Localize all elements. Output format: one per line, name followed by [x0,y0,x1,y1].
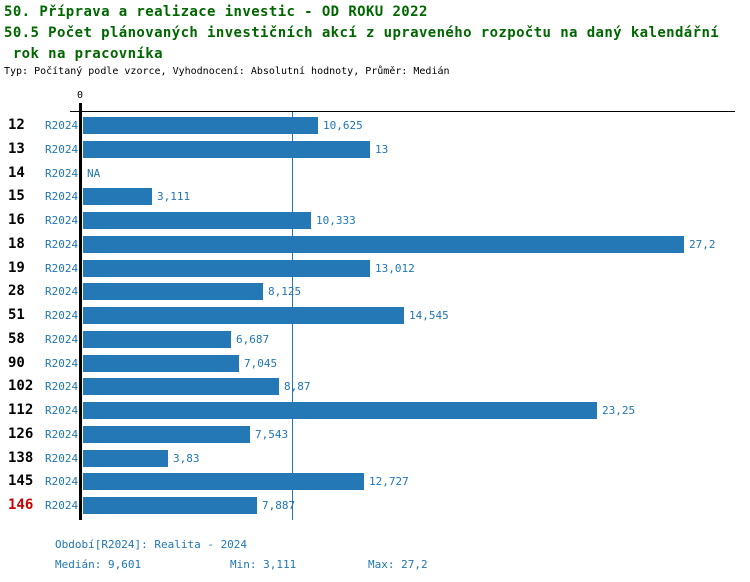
value-label: 8,87 [284,380,311,394]
chart-row: 102 R2024 8,87 [0,378,750,396]
report-title-line2: 50.5 Počet plánovaných investičních akcí… [4,25,720,41]
value-label: 7,543 [255,427,289,441]
row-period-label: R2024 [45,499,79,512]
row-id-label: 12 [8,117,25,133]
value-label: 3,83 [173,451,200,465]
value-label: 7,045 [244,356,278,370]
value-bar [83,212,311,229]
row-id-label: 102 [8,378,34,395]
row-id-label: 51 [8,307,25,323]
value-bar [83,330,231,348]
row-period-label: R2024 [45,237,79,251]
row-period-label: R2024 [45,380,79,394]
chart-row: 145 R2024 12,727 [0,473,750,491]
value-label: NA [87,166,101,180]
row-period-label: R2024 [45,285,79,299]
row-period-label: R2024 [45,404,79,417]
value-bar [83,402,597,419]
report-meta-line: Typ: Počítaný podle vzorce, Vyhodnocení:… [4,66,450,77]
value-bar [83,235,684,253]
value-label: 6,687 [236,332,270,346]
value-label: 13 [375,142,389,156]
footer-max: Max: 27,2 [368,558,428,571]
row-period-label: R2024 [45,142,79,156]
chart-row: 138 R2024 3,83 [0,449,750,467]
row-period-label: R2024 [45,166,79,180]
value-bar [83,378,279,396]
value-label: 7,887 [262,499,296,512]
row-id-label: 19 [8,259,25,276]
value-label: 10,625 [323,119,363,132]
value-label: 27,2 [689,237,716,251]
row-id-label: 138 [8,449,34,466]
report-title-line1: 50. Příprava a realizace investic - OD R… [4,4,428,20]
report-title-line3: rok na pracovníka [4,46,163,62]
row-id-label: 112 [8,402,34,418]
row-period-label: R2024 [45,427,79,441]
value-bar [83,307,404,324]
chart-row: 18 R2024 27,2 [0,235,750,253]
row-period-label: R2024 [45,190,79,204]
row-id-label: 58 [8,330,25,347]
value-bar [83,497,257,514]
value-label: 13,012 [375,261,415,275]
row-period-label: R2024 [45,214,79,227]
chart-row: 90 R2024 7,045 [0,354,750,372]
row-period-label: R2024 [45,332,79,346]
chart-row: 13 R2024 13 [0,140,750,158]
footer-period: Období[R2024]: Realita - 2024 [55,538,248,551]
row-id-label: 13 [8,140,25,157]
row-id-label: 90 [8,354,25,371]
row-id-label: 18 [8,235,25,252]
value-bar [83,140,370,158]
row-period-label: R2024 [45,309,79,322]
row-period-label: R2024 [45,451,79,465]
chart-row: 126 R2024 7,543 [0,425,750,443]
value-label: 12,727 [369,475,409,489]
x-axis-origin-label: 0 [76,90,84,101]
value-label: 10,333 [316,214,356,227]
value-bar [83,283,263,301]
row-period-label: R2024 [45,119,79,132]
chart-row: 19 R2024 13,012 [0,259,750,277]
chart-row: 14 R2024 NA [0,165,750,182]
y-axis-line [79,103,82,520]
value-bar [83,188,152,206]
chart-row: 28 R2024 8,125 [0,283,750,301]
chart-row: 146 R2024 7,887 [0,497,750,514]
row-id-label: 14 [8,164,25,181]
value-bar [83,425,250,443]
chart-row: 58 R2024 6,687 [0,330,750,348]
value-bar [83,117,318,134]
value-bar [83,259,370,277]
row-id-label: 145 [8,473,34,490]
value-label: 3,111 [157,190,191,204]
value-label: 8,125 [268,285,302,299]
chart-row: 15 R2024 3,111 [0,188,750,206]
value-bar [83,473,364,491]
value-label: 14,545 [409,309,449,322]
chart-row: 16 R2024 10,333 [0,212,750,229]
value-label: 23,25 [602,404,636,417]
row-period-label: R2024 [45,475,79,489]
value-bar [83,449,168,467]
chart-row: 112 R2024 23,25 [0,402,750,419]
row-period-label: R2024 [45,356,79,370]
row-id-label: 146 [8,497,34,513]
value-bar [83,354,239,372]
chart-row: 51 R2024 14,545 [0,307,750,324]
row-id-label: 28 [8,283,25,300]
footer-median: Medián: 9,601 [55,558,142,571]
chart-row: 12 R2024 10,625 [0,117,750,134]
footer-min: Min: 3,111 [230,558,297,571]
row-period-label: R2024 [45,261,79,275]
row-id-label: 16 [8,212,25,228]
row-id-label: 15 [8,188,25,205]
chart-top-border [70,111,735,112]
row-id-label: 126 [8,425,34,442]
